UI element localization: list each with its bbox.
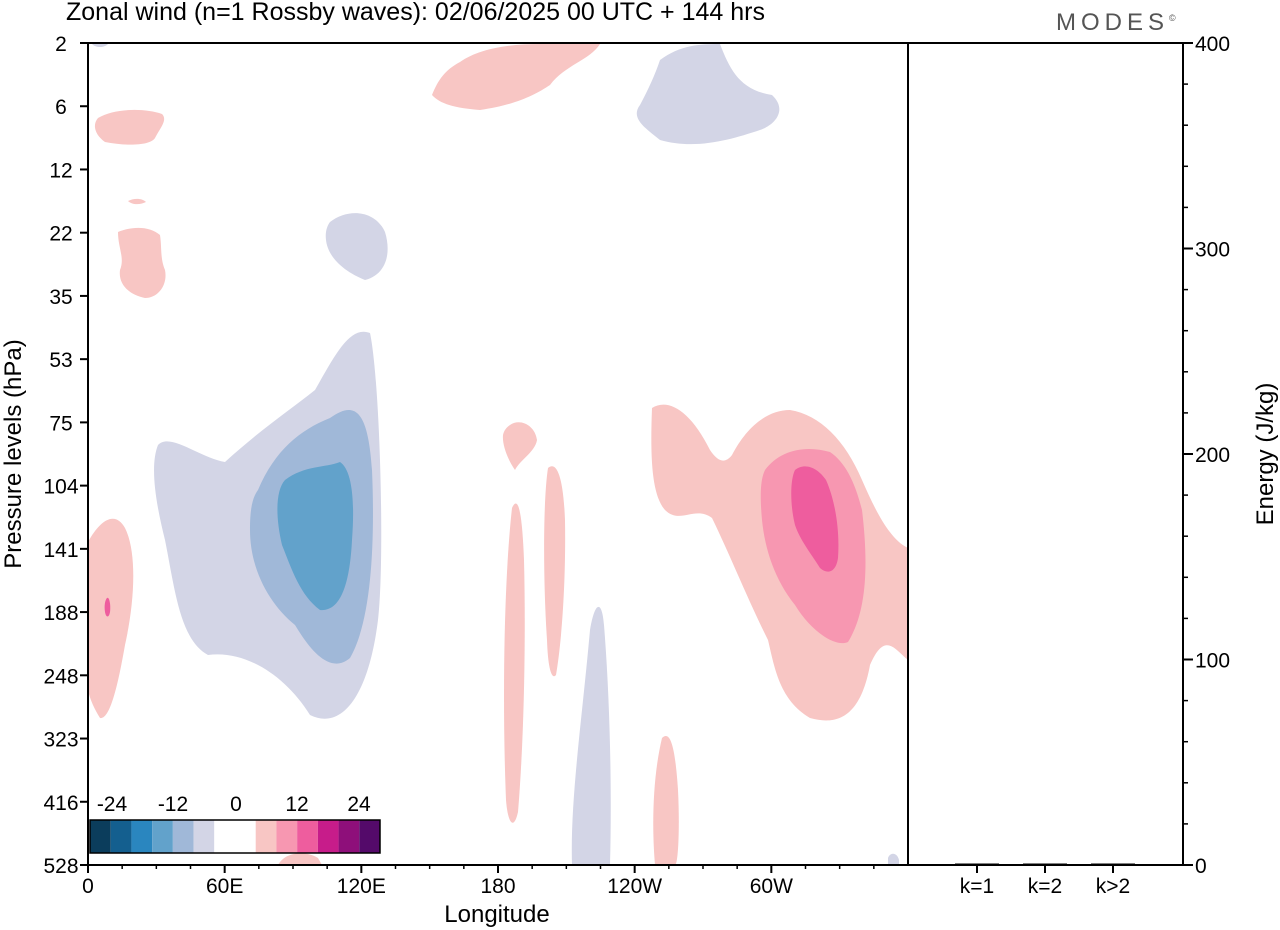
energy-category-label: k=1 [960,875,994,898]
positive-wind-contour [791,466,839,572]
energy-tick-label: 300 [1195,239,1230,262]
negative-wind-contour [277,462,354,611]
colorbar-swatch [317,820,339,853]
colorbar-swatch [255,820,277,853]
positive-wind-contour [278,853,322,865]
positive-wind-contour [118,227,166,298]
colorbar-swatch [235,820,256,853]
colorbar-swatch [131,820,153,853]
negative-wind-contour [92,44,108,47]
positive-wind-contour [653,735,679,865]
colorbar-label: -24 [97,793,128,816]
x-tick-label: 60W [750,875,793,898]
colorbar-swatch [359,820,380,853]
positive-wind-contour [502,422,537,470]
y-tick-label: 12 [49,159,72,182]
positive-wind-contour [88,518,134,719]
colorbar-swatch [90,820,111,853]
y-tick-label: 75 [49,412,72,435]
colorbar-swatch [110,820,132,853]
energy-category-label: k=2 [1028,875,1062,898]
energy-bar [1091,863,1135,865]
energy-category-label: k>2 [1096,875,1130,898]
brand-mark: © [1169,13,1176,23]
y-tick-label: 188 [43,602,78,625]
energy-tick-label: 400 [1195,33,1230,56]
y-tick-label: 35 [49,286,72,309]
colorbar-label: -12 [158,793,188,816]
energy-bar [1023,863,1067,865]
colorbar-swatch [193,820,215,853]
colorbar-label: 0 [230,793,242,816]
colorbar-swatch [297,820,318,853]
positive-wind-contour [504,503,525,823]
x-tick-label: 120W [607,875,662,898]
positive-wind-contour [128,198,146,205]
negative-wind-contour [571,606,611,865]
energy-tick-label: 100 [1195,650,1230,673]
energy-axis-title: Energy (J/kg) [1252,383,1279,526]
energy-tick-label: 200 [1195,444,1230,467]
chart-title: Zonal wind (n=1 Rossby waves): 02/06/202… [66,0,765,26]
x-tick-label: 120E [337,875,386,898]
y-tick-label: 248 [43,665,78,688]
colorbar-swatch [338,820,360,853]
colorbar-frame [89,819,381,854]
x-tick-label: 60E [206,875,243,898]
y-tick-label: 323 [43,729,78,752]
y-tick-label: 53 [49,349,72,372]
y-tick-label: 2 [55,33,67,56]
positive-wind-contour [544,466,566,677]
y-axis-title: Pressure levels (hPa) [0,339,27,568]
colorbar-label: 24 [347,793,371,816]
colorbar-swatch [214,820,235,853]
y-tick-label: 104 [43,476,78,499]
y-tick-label: 141 [43,539,78,562]
x-tick-label: 0 [82,875,94,898]
energy-bars: k=1 k=2 k>2 [955,863,1135,898]
colorbar-swatch [172,820,194,853]
positive-wind-contour [94,109,165,145]
x-tick-label: 180 [480,875,515,898]
contour-field [88,44,908,865]
positive-wind-contour [432,44,600,110]
negative-wind-contour [888,853,899,865]
energy-panel-frame [907,42,1184,866]
brand-logo: MODES© [1056,9,1176,37]
energy-tick-label: 0 [1195,855,1207,878]
y-tick-label: 528 [43,855,78,878]
negative-wind-contour [325,213,388,280]
y-tick-label: 22 [49,223,72,246]
positive-wind-contour [104,597,111,617]
colorbar-swatch [276,820,298,853]
negative-wind-contour [636,44,780,145]
colorbar-swatch [152,820,173,853]
x-axis-title: Longitude [444,901,549,928]
y-tick-label: 6 [55,96,67,119]
colorbar-label: 12 [285,793,308,816]
colorbar: -24 -12 0 12 24 [89,793,381,854]
energy-bar [955,863,999,865]
y-tick-label: 416 [43,792,78,815]
brand-name: MODES [1056,9,1170,36]
